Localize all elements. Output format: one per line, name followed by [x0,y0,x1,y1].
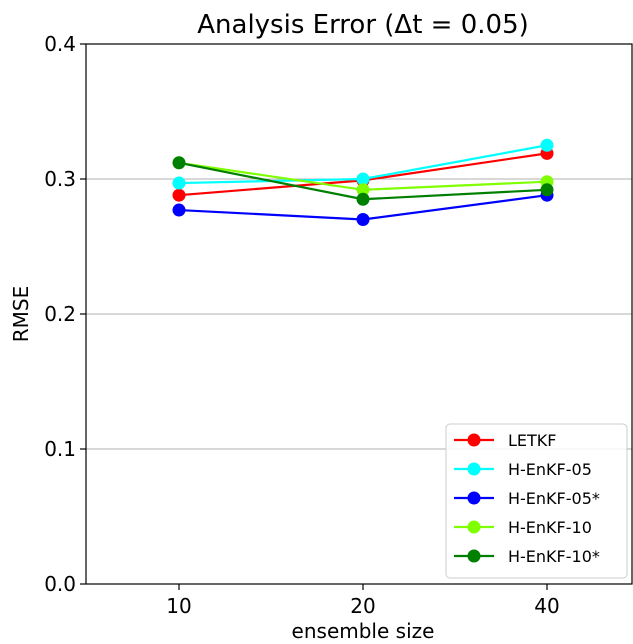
data-point [172,203,186,217]
legend-marker [467,549,481,563]
data-point [540,183,554,197]
data-point [356,172,370,186]
x-tick-label: 10 [166,594,191,618]
data-point [356,213,370,226]
x-tick-label: 20 [350,594,375,618]
data-point [172,188,186,202]
legend-marker [467,491,481,505]
data-point [172,156,186,170]
x-axis: 10 20 40 [166,584,560,618]
legend-marker [467,433,481,447]
legend: LETKF H-EnKF-05 H-EnKF-05* H-EnKF-10 H-EnKF-… [445,423,628,579]
legend-label: H-EnKF-10 [508,518,592,537]
legend-label: H-EnKF-05* [508,489,600,508]
y-tick-label: 0.1 [44,437,76,461]
y-axis: 0.0 0.1 0.2 0.3 0.4 [44,32,86,596]
data-point [356,183,370,197]
data-point [540,138,554,152]
series-group [172,138,554,226]
y-axis-label: RMSE [9,286,33,342]
y-tick-label: 0.4 [44,32,76,56]
legend-label: LETKF [508,431,557,450]
legend-marker [467,520,481,534]
legend-label: H-EnKF-05 [508,460,592,479]
legend-marker [467,462,481,476]
y-tick-label: 0.2 [44,302,76,326]
chart-title: Analysis Error (Δt = 0.05) [197,10,529,40]
x-tick-label: 40 [534,594,559,618]
data-point [356,192,370,206]
y-tick-label: 0.3 [44,167,76,191]
y-tick-label: 0.0 [44,572,76,596]
legend-label: H-EnKF-10* [508,547,600,566]
x-axis-label: ensemble size [292,619,435,643]
data-point [172,176,186,190]
legend-box [445,423,628,579]
